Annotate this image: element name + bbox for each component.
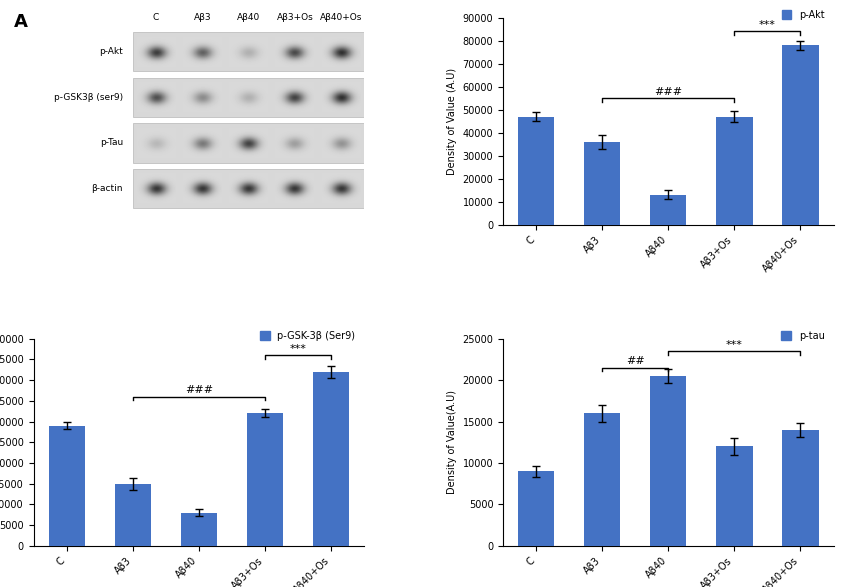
Y-axis label: Density of Value (A.U): Density of Value (A.U) [447,68,457,175]
Bar [313,372,349,546]
Text: Aβ40+Os: Aβ40+Os [320,13,362,22]
Bar [133,77,365,117]
Text: p-Akt: p-Akt [99,48,123,56]
Text: ###: ### [654,86,682,96]
Text: ###: ### [185,385,213,395]
Text: ***: *** [759,20,775,30]
Text: β-actin: β-actin [92,184,123,193]
Bar [518,471,554,546]
Bar [717,117,753,225]
Bar [133,123,365,163]
Bar [247,413,283,546]
Text: C: C [153,13,159,22]
Bar [717,447,753,546]
Text: Aβ3+Os: Aβ3+Os [276,13,313,22]
Bar [181,513,217,546]
Bar [782,430,818,546]
Bar [133,169,365,208]
Bar [518,117,554,225]
Text: p-GSK3β (ser9): p-GSK3β (ser9) [54,93,123,102]
Text: p-Tau: p-Tau [99,139,123,147]
Text: ***: *** [290,343,306,353]
Legend: p-tau: p-tau [777,327,829,345]
Text: Aβ40: Aβ40 [237,13,260,22]
Bar [49,426,85,546]
Legend: p-Akt: p-Akt [778,6,829,23]
Text: ***: *** [726,339,743,349]
Legend: p-GSK-3β (Ser9): p-GSK-3β (Ser9) [256,327,360,345]
Text: ##: ## [626,356,645,366]
Bar [584,142,621,225]
Bar [133,32,365,72]
Bar [584,413,621,546]
Text: A: A [13,14,28,32]
Text: Aβ3: Aβ3 [194,13,211,22]
Bar [115,484,151,546]
Y-axis label: Density of Value(A.U): Density of Value(A.U) [447,390,457,494]
Bar [650,376,686,546]
Bar [782,45,818,225]
Bar [650,195,686,225]
